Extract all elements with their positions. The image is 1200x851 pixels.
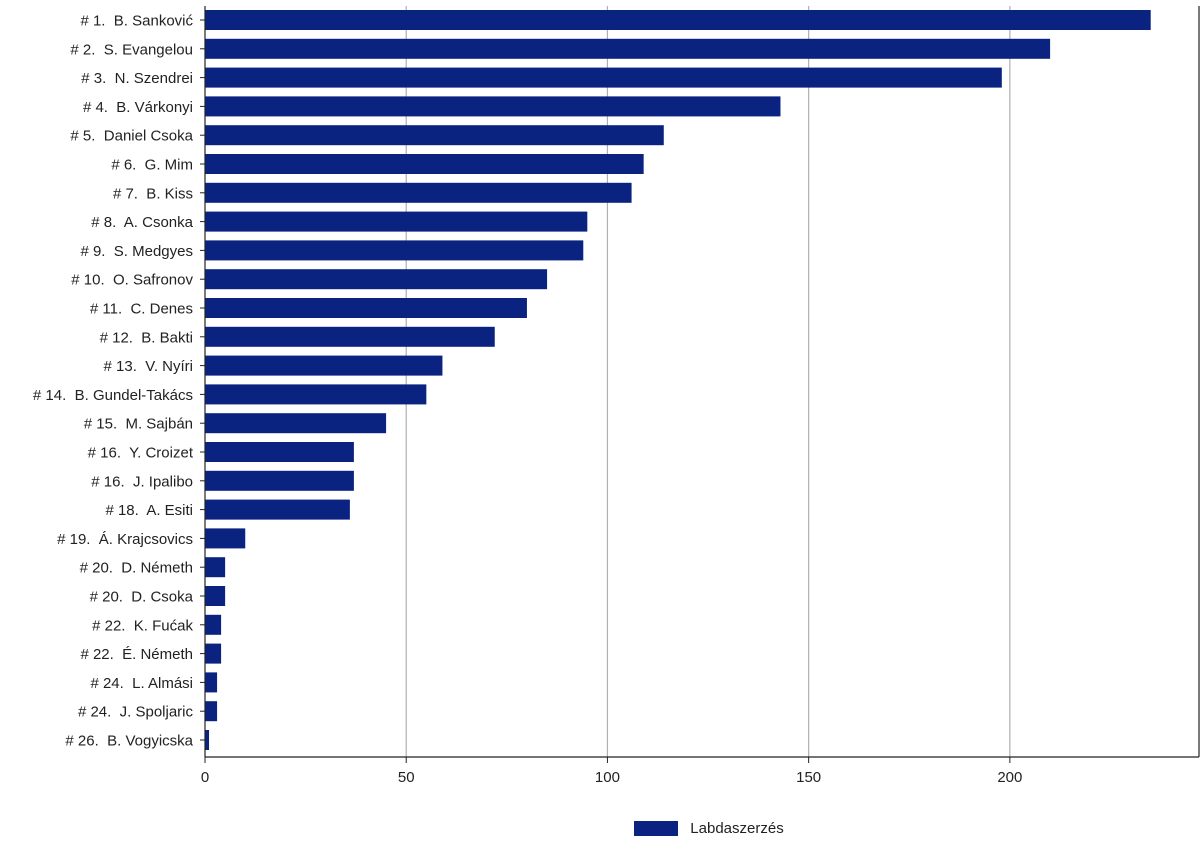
y-tick-label-10: # 10. O. Safronov	[71, 272, 193, 289]
bar-4	[205, 96, 781, 117]
bar-25	[205, 701, 218, 722]
y-tick-label-25: # 24. J. Spoljaric	[78, 704, 194, 721]
y-tick-label-14: # 14. B. Gundel-Takács	[33, 387, 193, 404]
bar-13	[205, 355, 443, 376]
y-tick-label-26: # 26. B. Vogyicska	[65, 733, 193, 750]
bar-24	[205, 672, 218, 693]
y-tick-label-13: # 13. V. Nyíri	[104, 358, 194, 375]
y-tick-label-12: # 12. B. Bakti	[100, 329, 193, 346]
y-tick-label-20: # 20. D. Németh	[80, 560, 193, 577]
bar-12	[205, 326, 495, 347]
bar-20	[205, 557, 226, 578]
bar-19	[205, 528, 246, 549]
y-tick-label-11: # 11. C. Denes	[90, 301, 193, 318]
legend: Labdaszerzés	[0, 820, 1200, 837]
bar-10	[205, 269, 548, 290]
y-tick-label-2: # 2. S. Evangelou	[70, 41, 193, 58]
y-tick-labels: # 1. B. Sanković # 2. S. Evangelou # 3. N.…	[33, 13, 194, 750]
y-tick-label-8: # 8. A. Csonka	[91, 214, 193, 231]
axes	[200, 6, 1200, 763]
y-tick-label-21: # 20. D. Csoka	[90, 589, 194, 606]
y-tick-label-9: # 9. S. Medgyes	[80, 243, 193, 260]
bar-8	[205, 211, 588, 232]
y-tick-label-3: # 3. N. Szendrei	[81, 70, 193, 87]
x-tick-label-0: 0	[201, 769, 209, 786]
y-tick-label-24: # 24. L. Almási	[90, 675, 193, 692]
bar-16	[205, 442, 354, 462]
bar-23	[205, 643, 222, 664]
x-tick-label-100: 100	[595, 769, 620, 786]
x-tick-label-200: 200	[997, 769, 1022, 786]
bar-22	[205, 614, 222, 635]
y-tick-label-7: # 7. B. Kiss	[113, 185, 193, 202]
y-tick-label-17: # 16. J. Ipalibo	[91, 473, 193, 490]
x-tick-label-150: 150	[796, 769, 821, 786]
legend-label: Labdaszerzés	[690, 820, 784, 837]
bar-18	[205, 499, 350, 520]
bar-11	[205, 298, 527, 318]
legend-swatch	[634, 821, 679, 836]
grid-lines	[405, 6, 1011, 757]
y-tick-label-1: # 1. B. Sanković	[80, 13, 193, 30]
y-tick-label-6: # 6. G. Mim	[111, 157, 193, 174]
bar-14	[205, 384, 427, 405]
bar-15	[205, 413, 387, 434]
bar-3	[205, 67, 1002, 88]
x-tick-label-50: 50	[398, 769, 415, 786]
y-tick-label-22: # 22. K. Fućak	[92, 617, 193, 634]
bar-21	[205, 586, 226, 606]
y-tick-label-4: # 4. B. Várkonyi	[83, 99, 193, 116]
bar-6	[205, 154, 644, 174]
bar-26	[205, 730, 210, 750]
x-tick-labels: 0 50 100 150 200	[201, 769, 1023, 786]
y-tick-label-23: # 22. É. Németh	[80, 646, 193, 663]
y-tick-label-18: # 18. A. Esiti	[105, 502, 193, 519]
y-tick-label-16: # 16. Y. Croizet	[88, 445, 194, 462]
bars	[205, 10, 1151, 750]
y-tick-label-19: # 19. Á. Krajcsovics	[57, 531, 193, 548]
bar-7	[205, 182, 632, 203]
bar-chart: # 1. B. Sanković # 2. S. Evangelou # 3. N.…	[33, 6, 1200, 786]
bar-2	[205, 38, 1051, 59]
bar-5	[205, 125, 664, 146]
bar-17	[205, 470, 354, 491]
y-tick-label-5: # 5. Daniel Csoka	[70, 128, 193, 145]
y-tick-label-15: # 15. M. Sajbán	[84, 416, 193, 433]
bar-1	[205, 10, 1151, 30]
bar-9	[205, 240, 584, 261]
